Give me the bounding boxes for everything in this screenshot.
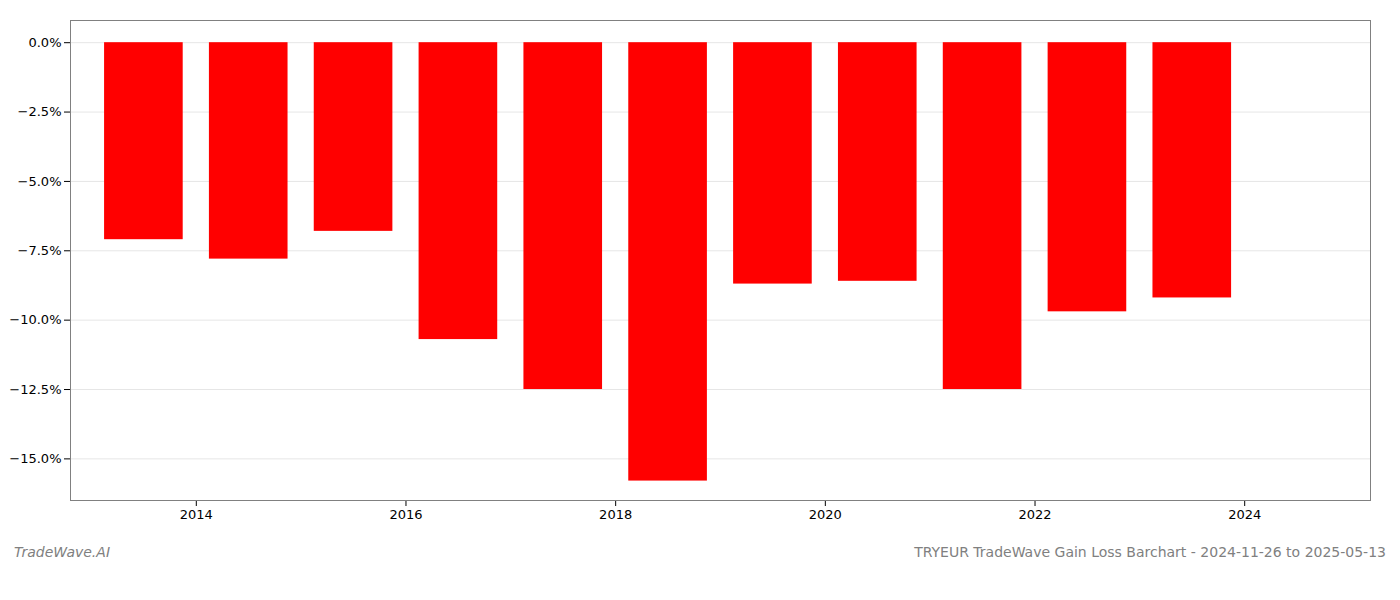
svg-text:−5.0%: −5.0%: [18, 174, 62, 189]
svg-text:−10.0%: −10.0%: [9, 312, 61, 327]
svg-text:2020: 2020: [809, 507, 842, 522]
svg-text:−12.5%: −12.5%: [9, 382, 61, 397]
svg-text:2018: 2018: [599, 507, 632, 522]
html-text:TRYEUR TradeWave Gain Loss Bar: TRYEUR TradeWave Gain Loss Barchart - 20…: [914, 544, 1386, 560]
svg-text:2024: 2024: [1228, 507, 1261, 522]
svg-text:2016: 2016: [389, 507, 422, 522]
svg-text:0.0%: 0.0%: [28, 35, 61, 50]
html-text:TradeWave.AI: TradeWave.AI: [14, 544, 110, 560]
svg-text:−7.5%: −7.5%: [18, 243, 62, 258]
svg-text:2014: 2014: [180, 507, 213, 522]
svg-text:−2.5%: −2.5%: [18, 104, 62, 119]
svg-text:−15.0%: −15.0%: [9, 451, 61, 466]
svg-text:2022: 2022: [1018, 507, 1051, 522]
